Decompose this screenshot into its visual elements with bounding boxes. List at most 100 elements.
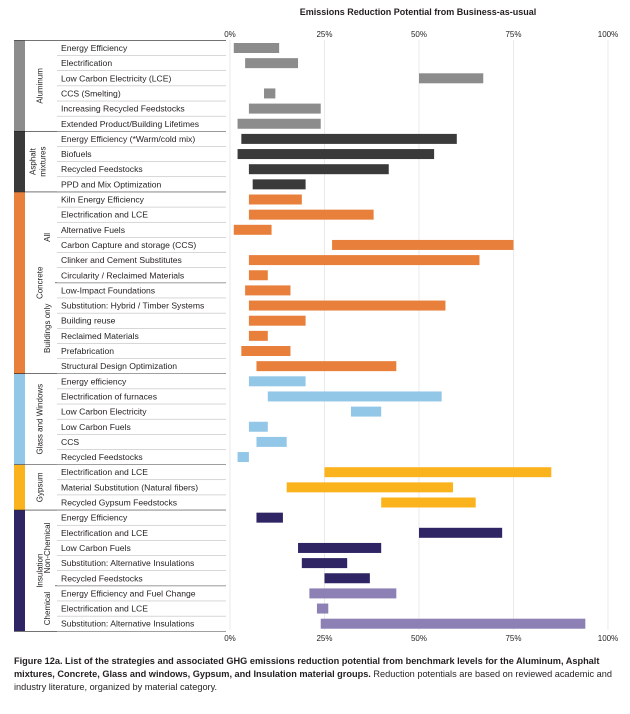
range-bar <box>248 164 389 175</box>
range-bar <box>241 346 291 356</box>
strategy-label: Structural Design Optimization <box>61 361 177 371</box>
x-tick-label-top: 50% <box>411 30 427 39</box>
range-bar <box>252 179 306 190</box>
range-bar <box>237 452 249 463</box>
group-color-strip <box>14 373 25 465</box>
range-bar <box>248 330 268 341</box>
strategy-label: Low Carbon Fuels <box>61 543 131 553</box>
x-tick-label-top: 100% <box>598 30 618 39</box>
strategy-label: Electrification and LCE <box>61 528 148 538</box>
strategy-label: Recycled Feedstocks <box>61 573 143 583</box>
range-bar <box>419 73 484 84</box>
range-bar <box>248 315 306 326</box>
emissions-reduction-chart: Emissions Reduction Potential from Busin… <box>14 7 618 643</box>
strategy-label: Extended Product/Building Lifetimes <box>61 119 199 129</box>
range-bar <box>256 361 397 372</box>
x-tick-label-top: 25% <box>316 30 332 39</box>
caption-bold: Figure 12a. List of the strategies and a… <box>14 656 600 679</box>
range-bar <box>350 406 382 417</box>
strategy-label: Low-Impact Foundations <box>61 285 155 295</box>
strategy-label: Substitution: Hybrid / Timber Systems <box>61 301 204 311</box>
strategy-label: Energy Efficiency <box>61 513 128 523</box>
strategy-label: Carbon Capture and storage (CCS) <box>61 240 196 250</box>
range-bar <box>241 133 457 144</box>
strategy-label: CCS <box>61 437 79 447</box>
group-label: Concrete <box>36 266 45 299</box>
strategy-label: Electrification and LCE <box>61 604 148 614</box>
range-bar <box>237 149 435 160</box>
strategy-label: Substitution: Alternative Insulations <box>61 558 194 568</box>
strategy-label: Energy Efficiency <box>61 43 128 53</box>
range-bar <box>248 255 480 266</box>
range-bar <box>245 58 299 69</box>
chart-title: Emissions Reduction Potential from Busin… <box>300 7 537 17</box>
range-bar <box>324 467 552 478</box>
strategy-label: Energy efficiency <box>61 376 127 386</box>
strategy-label: Substitution: Alternative Insulations <box>61 619 194 629</box>
range-bar <box>381 497 476 508</box>
range-bar <box>332 239 514 250</box>
subgroup-label: Chemical <box>43 592 52 626</box>
range-bar <box>419 527 503 538</box>
x-tick-label-bottom: 25% <box>316 634 332 643</box>
range-bar <box>248 300 446 311</box>
group-color-strip <box>14 40 25 132</box>
strategy-label: Kiln Energy Efficiency <box>61 195 145 205</box>
strategy-label: Alternative Fuels <box>61 225 125 235</box>
strategy-label: Reclaimed Materials <box>61 331 139 341</box>
strategy-label: Electrification and LCE <box>61 467 148 477</box>
range-bar <box>309 588 397 599</box>
x-tick-label-bottom: 0% <box>224 634 236 643</box>
caption-normal: Reduction potentials are based on review… <box>14 669 612 692</box>
subgroup-label: All <box>43 233 52 242</box>
figure-caption: Figure 12a. List of the strategies and a… <box>14 655 614 694</box>
top-axis-ticks: 0% 25% 50% 75% 100% <box>224 30 618 39</box>
strategy-label: Recycled Feedstocks <box>61 164 143 174</box>
range-bar <box>248 376 306 387</box>
x-tick-label-bottom: 50% <box>411 634 427 643</box>
range-bar <box>301 558 348 569</box>
group-color-strip <box>14 131 25 192</box>
group-label: Gypsum <box>36 472 45 502</box>
range-bar <box>237 118 321 129</box>
strategy-label: Prefabrication <box>61 346 114 356</box>
strategy-label: Energy Efficiency and Fuel Change <box>61 588 196 598</box>
strategy-label: Electrification <box>61 58 112 68</box>
strategy-label: Electrification and LCE <box>61 210 148 220</box>
range-bar <box>320 618 586 629</box>
strategy-label: Building reuse <box>61 316 116 326</box>
group-label: Aluminum <box>36 68 45 104</box>
range-bar <box>248 194 302 205</box>
range-bar <box>245 285 291 296</box>
group-label: Glass and Windows <box>36 384 45 455</box>
range-bar <box>248 103 321 114</box>
strategy-label: Recycled Gypsum Feedstocks <box>61 498 177 508</box>
range-bar <box>233 224 272 235</box>
strategy-label: CCS (Smelting) <box>61 88 121 98</box>
range-bar <box>256 436 287 447</box>
range-bar <box>233 43 280 53</box>
strategy-label: Increasing Recycled Feedstocks <box>61 104 185 114</box>
x-tick-label-bottom: 75% <box>505 634 521 643</box>
x-tick-label-top: 0% <box>224 30 236 39</box>
strategy-rows: Energy Efficiency Electrification Low Carb… <box>57 43 586 632</box>
range-bar <box>324 573 370 584</box>
range-bar <box>267 391 442 402</box>
strategy-label: Low Carbon Fuels <box>61 422 131 432</box>
range-bar <box>286 482 454 493</box>
strategy-label: Low Carbon Electricity <box>61 407 147 417</box>
subgroup-label: Non-Chemical <box>43 522 52 573</box>
strategy-label: Energy Efficiency (*Warm/cold mix) <box>61 134 195 144</box>
strategy-label: PPD and Mix Optimization <box>61 179 162 189</box>
strategy-label: Material Substitution (Natural fibers) <box>61 482 198 492</box>
group-color-strip <box>14 464 25 511</box>
group-label: Insulation <box>36 554 45 588</box>
range-bar <box>256 512 283 523</box>
group-label: Asphaltmixtures <box>29 147 48 177</box>
group-color-strip <box>14 510 25 632</box>
strategy-label: Electrification of furnaces <box>61 391 157 401</box>
x-tick-label-top: 75% <box>505 30 521 39</box>
bottom-axis-ticks: 0% 25% 50% 75% 100% <box>224 634 618 643</box>
strategy-label: Recycled Feedstocks <box>61 452 143 462</box>
strategy-label: Clinker and Cement Substitutes <box>61 255 182 265</box>
